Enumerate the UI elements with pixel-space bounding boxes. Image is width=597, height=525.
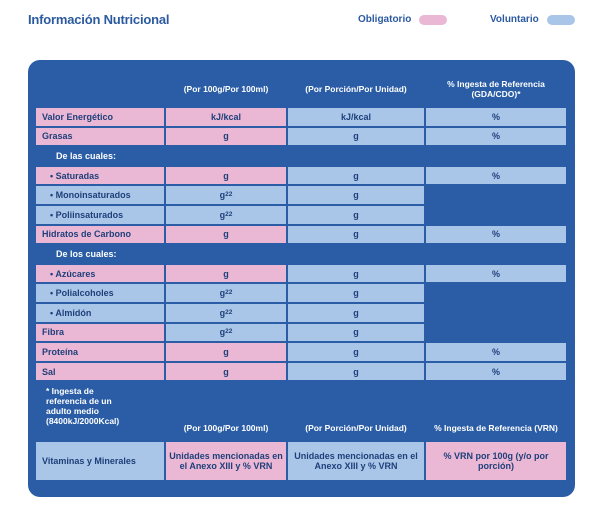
per-portion-value: g <box>288 166 424 185</box>
group-empty-cell <box>288 147 424 165</box>
legend-voluntary-label: Voluntario <box>490 14 539 25</box>
per-portion-value: g <box>288 362 424 381</box>
reference-intake-empty <box>426 206 566 224</box>
nutrient-label: • Saturadas <box>36 166 164 185</box>
nutrient-label: Valor Energético <box>36 108 164 126</box>
reference-intake-value: % <box>426 225 566 244</box>
group-empty-cell <box>426 245 566 263</box>
group-label: De los cuales: <box>36 245 164 263</box>
reference-intake-empty <box>426 284 566 302</box>
reference-intake-value: % <box>426 343 566 361</box>
per-100g-value: g 22 <box>166 284 286 302</box>
group-empty-cell <box>166 147 286 165</box>
legend-mandatory-swatch <box>419 14 448 25</box>
per-portion-value: kJ/kcal <box>288 108 424 126</box>
vitamins-reference-intake: % VRN por 100g (y/o por porción) <box>426 442 566 481</box>
per-100g-value: g 22 <box>166 186 286 204</box>
nutrient-label: • Poliinsaturados <box>36 206 164 224</box>
vitamins-column-header: (Por 100g/Por 100ml) <box>183 423 269 434</box>
per-100g-value: g 22 <box>166 206 286 224</box>
per-100g-value: kJ/kcal <box>166 108 286 126</box>
per-100g-value: g <box>166 225 286 244</box>
per-portion-value: g <box>288 304 424 322</box>
per-100g-value: g <box>166 362 286 381</box>
nutrient-label: Proteína <box>36 343 164 361</box>
nutrient-label: • Polialcoholes <box>36 284 164 302</box>
legend-voluntary-swatch <box>546 14 575 25</box>
per-portion-value: g <box>288 225 424 244</box>
nutrient-label: Fibra <box>36 323 164 342</box>
reference-intake-value: % <box>426 108 566 126</box>
reference-intake-value: % <box>426 362 566 381</box>
per-100g-value: g <box>166 264 286 283</box>
legend-mandatory-label: Obligatorio <box>358 14 412 25</box>
per-portion-value: g <box>288 284 424 302</box>
reference-intake-empty <box>426 323 566 342</box>
per-portion-value: g <box>288 323 424 342</box>
legend-voluntary: Voluntario <box>490 14 575 25</box>
group-empty-cell <box>166 245 286 263</box>
group-label: De las cuales: <box>36 147 164 165</box>
page-title: Información Nutricional <box>28 12 170 27</box>
per-100g-value: g <box>166 127 286 146</box>
column-header: (Por 100g/Por 100ml) <box>183 84 269 94</box>
per-portion-value: g <box>288 343 424 361</box>
nutrient-label: Hidratos de Carbono <box>36 225 164 244</box>
reference-intake-empty <box>426 304 566 322</box>
vitamins-column-header: (Por Porción/Por Unidad) <box>305 423 407 434</box>
per-100g-value: g 22 <box>166 304 286 322</box>
nutrient-label: • Azúcares <box>36 264 164 283</box>
column-header: (Por Porción/Por Unidad) <box>305 84 407 94</box>
reference-intake-value: % <box>426 264 566 283</box>
nutrient-label: Sal <box>36 362 164 381</box>
per-portion-value: g <box>288 206 424 224</box>
vitamins-per-100g: Unidades mencionadas en el Anexo XIII y … <box>166 442 286 481</box>
column-header: % Ingesta de Referencia (GDA/CDO)* <box>447 79 545 99</box>
vitamins-label: Vitaminas y Minerales <box>36 442 164 481</box>
vitamins-column-header: % Ingesta de Referencia (VRN) <box>434 423 558 434</box>
nutrient-label: Grasas <box>36 127 164 146</box>
nutrient-label: • Monoinsaturados <box>36 186 164 204</box>
reference-intake-value: % <box>426 166 566 185</box>
reference-intake-value: % <box>426 127 566 146</box>
per-portion-value: g <box>288 186 424 204</box>
per-100g-value: g <box>166 343 286 361</box>
vitamins-per-portion: Unidades mencionadas en el Anexo XIII y … <box>288 442 424 481</box>
per-100g-value: g <box>166 166 286 185</box>
reference-intake-footnote: * Ingesta de referencia de un adulto med… <box>46 386 120 427</box>
per-portion-value: g <box>288 127 424 146</box>
group-empty-cell <box>288 245 424 263</box>
nutrition-panel: (Por 100g/Por 100ml) (Por Porción/Por Uni… <box>28 60 575 497</box>
group-empty-cell <box>426 147 566 165</box>
per-100g-value: g 22 <box>166 323 286 342</box>
nutrient-label: • Almidón <box>36 304 164 322</box>
reference-intake-empty <box>426 186 566 204</box>
per-portion-value: g <box>288 264 424 283</box>
legend-mandatory: Obligatorio <box>358 14 448 25</box>
